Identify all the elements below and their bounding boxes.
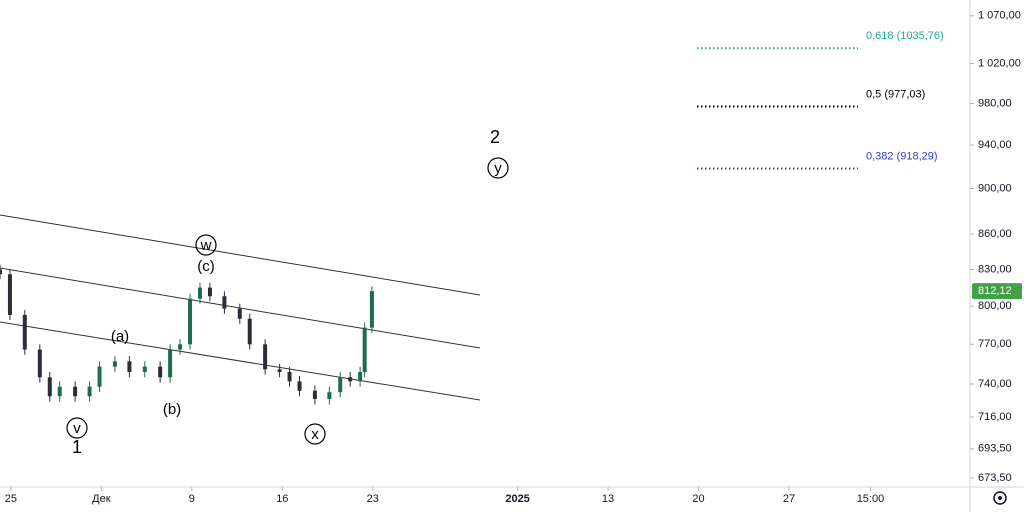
last-price-badge: [972, 283, 1022, 300]
candle-body: [247, 318, 252, 345]
candle-body: [348, 377, 353, 382]
y-tick-label: 800,00: [978, 300, 1012, 312]
candle-body: [358, 371, 363, 382]
wave-circle: [487, 157, 509, 179]
candle-body: [297, 381, 302, 391]
wave-label: w: [200, 237, 212, 254]
candle-body: [207, 287, 212, 297]
candle-body: [369, 291, 374, 328]
candle-body: [87, 386, 92, 397]
y-tick-label: 673,50: [978, 472, 1012, 484]
candle-body: [327, 392, 332, 399]
candle-body: [277, 369, 282, 372]
y-tick-label: 1 070,00: [978, 10, 1021, 22]
wave-circle: [66, 417, 88, 439]
candle-body: [188, 298, 193, 345]
x-tick-label: 23: [367, 493, 379, 505]
candle-body: [287, 371, 292, 382]
y-tick-label: 770,00: [978, 338, 1012, 350]
candle-body: [263, 344, 268, 370]
y-tick-label: 860,00: [978, 228, 1012, 240]
wave-label: (a): [111, 328, 129, 345]
wave-label: v: [73, 420, 81, 437]
x-tick-label: 27: [783, 493, 795, 505]
settings-button-dot: [998, 496, 1002, 500]
candle-body: [127, 361, 132, 372]
x-tick-label: 13: [602, 493, 614, 505]
x-tick-label: 16: [276, 493, 288, 505]
candle-body: [57, 386, 62, 397]
x-tick-label: 9: [189, 493, 195, 505]
candle-body: [168, 349, 173, 378]
candle-body: [362, 327, 367, 372]
y-tick-label: 830,00: [978, 263, 1012, 275]
wave-label: 1: [72, 437, 82, 457]
y-tick-label: 940,00: [978, 139, 1012, 151]
candle-body: [0, 269, 2, 275]
wave-circle: [304, 423, 326, 445]
x-tick-label: Дек: [92, 493, 111, 505]
fib-label: 0,382 (918,29): [866, 150, 938, 162]
last-price-label: 812,12: [978, 285, 1012, 297]
wave-circle: [195, 234, 217, 256]
x-tick-label: 15:00: [857, 493, 885, 505]
candle-body: [178, 344, 183, 350]
channel-line: [0, 321, 481, 401]
fib-label: 0,618 (1035,76): [866, 30, 944, 42]
candle-body: [312, 390, 317, 399]
candle-body: [7, 274, 12, 315]
wave-label: y: [494, 160, 502, 177]
x-tick-label: 2025: [505, 493, 529, 505]
x-tick-label: 25: [5, 493, 17, 505]
wave-label: x: [311, 426, 319, 443]
x-tick-label: 20: [692, 493, 704, 505]
y-tick-label: 980,00: [978, 97, 1012, 109]
candle-body: [97, 366, 102, 387]
candle-body: [37, 349, 42, 378]
candle-body: [338, 377, 343, 393]
settings-button[interactable]: [993, 491, 1007, 505]
y-tick-label: 900,00: [978, 182, 1012, 194]
y-tick-label: 1 020,00: [978, 57, 1021, 69]
channel-line: [0, 214, 481, 296]
candle-body: [158, 366, 163, 378]
candle-body: [47, 377, 52, 397]
candle-body: [222, 296, 227, 309]
wave-label: 2: [490, 127, 500, 147]
fib-label: 0,5 (977,03): [866, 88, 925, 100]
y-tick-label: 693,50: [978, 443, 1012, 455]
y-tick-label: 740,00: [978, 378, 1012, 390]
wave-label: (c): [197, 258, 215, 275]
candle-body: [73, 386, 78, 397]
candle-body: [112, 361, 117, 367]
candle-body: [237, 308, 242, 319]
wave-label: (b): [163, 401, 181, 418]
candle-body: [142, 366, 147, 372]
candle-body: [22, 314, 27, 350]
candle-body: [197, 287, 202, 299]
y-tick-label: 716,00: [978, 411, 1012, 423]
